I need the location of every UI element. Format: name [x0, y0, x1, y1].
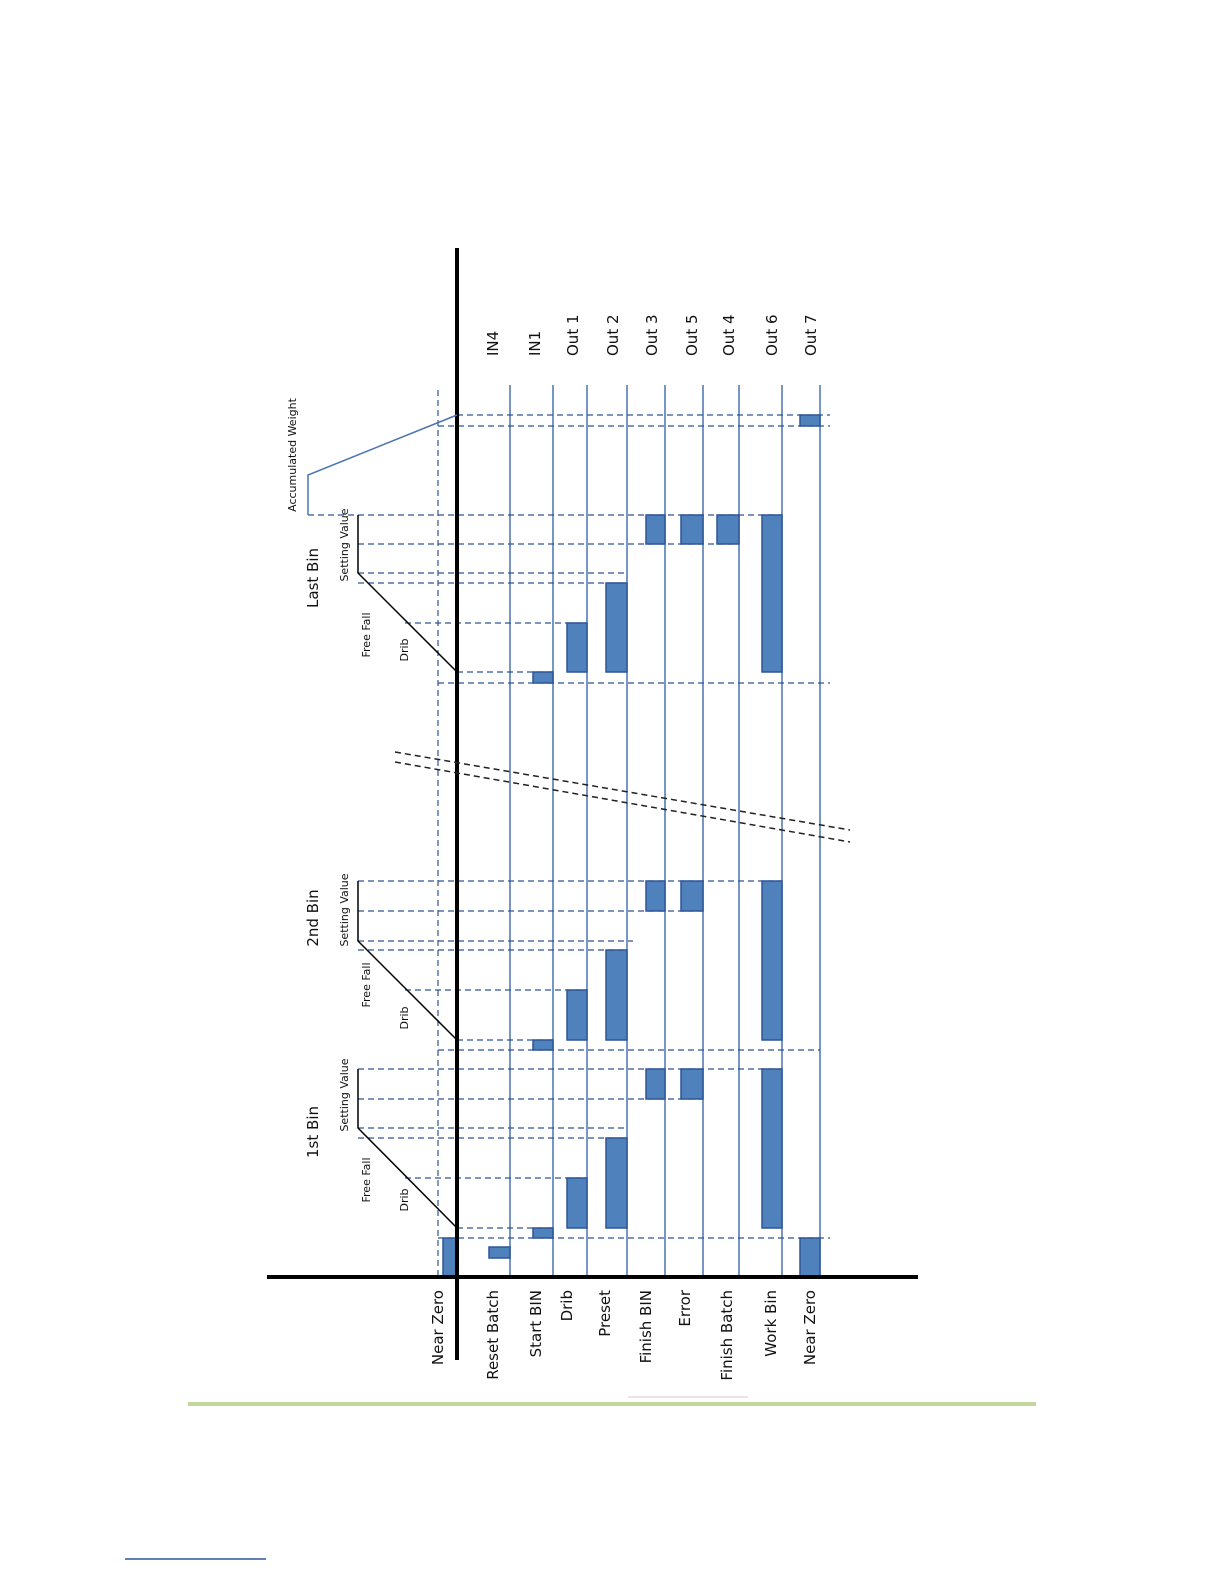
- free-fall-label: Free Fall: [360, 612, 373, 657]
- io-label: Out 3: [643, 314, 661, 356]
- signal-label: Finish BIN: [637, 1290, 655, 1363]
- signal-pulse: [605, 582, 628, 673]
- signal-pulse: [566, 622, 588, 673]
- signal-pulse: [680, 514, 704, 545]
- signal-pulse: [442, 1237, 458, 1278]
- setting-value-label: Setting Value: [338, 508, 351, 581]
- break-mark: [394, 761, 851, 843]
- signal-pulse: [566, 989, 588, 1041]
- diagram-lines: [308, 385, 830, 1278]
- io-label: Out 7: [802, 314, 820, 356]
- free-fall-label: Free Fall: [360, 1157, 373, 1202]
- signal-pulse: [761, 514, 783, 673]
- io-label: IN4: [484, 331, 502, 356]
- signal-pulse: [532, 1227, 554, 1239]
- signal-label: Near Zero: [801, 1290, 819, 1365]
- signal-label: Drib: [558, 1290, 576, 1321]
- free-fall-label: Free Fall: [360, 962, 373, 1007]
- signal-pulse: [532, 671, 554, 684]
- signal-pulse: [566, 1177, 588, 1229]
- bin-title: Last Bin: [304, 548, 322, 608]
- signal-label: Error: [676, 1289, 694, 1326]
- setting-value-label: Setting Value: [338, 1058, 351, 1131]
- weight-ramp: [357, 1069, 458, 1229]
- signal-pulse: [645, 1068, 666, 1100]
- bin-title: 2nd Bin: [304, 889, 322, 946]
- weight-ramp: [357, 881, 458, 1041]
- io-label: Out 1: [564, 314, 582, 356]
- signal-pulse: [680, 880, 704, 912]
- signal-pulse: [532, 1039, 554, 1051]
- signal-label: Start BIN: [527, 1290, 545, 1357]
- drib-label: Drib: [398, 1188, 411, 1211]
- signal-label: Finish Batch: [718, 1290, 736, 1381]
- signal-pulse: [605, 949, 628, 1041]
- signal-pulse: [799, 1237, 821, 1278]
- signal-pulse: [761, 1068, 783, 1229]
- signal-pulse: [488, 1246, 511, 1259]
- accumulated-weight-label: Accumulated Weight: [286, 397, 299, 511]
- drib-label: Drib: [398, 1006, 411, 1029]
- signal-pulse: [605, 1137, 628, 1229]
- signal-label: Preset: [596, 1290, 614, 1337]
- signal-label: Reset Batch: [484, 1290, 502, 1380]
- weight-ramp: [357, 515, 458, 673]
- accumulated-weight-line: [307, 414, 458, 515]
- io-label: Out 6: [763, 314, 781, 356]
- signal-pulse: [799, 414, 821, 427]
- setting-value-label: Setting Value: [338, 873, 351, 946]
- io-label: Out 5: [683, 314, 701, 356]
- signal-label: Work Bin: [762, 1290, 780, 1357]
- io-label: Out 2: [604, 314, 622, 356]
- io-label: IN1: [526, 331, 544, 356]
- signal-pulse: [645, 514, 666, 545]
- io-label: Out 4: [720, 314, 738, 356]
- signal-pulse: [680, 1068, 704, 1100]
- signal-label: Near Zero: [429, 1290, 447, 1365]
- signal-pulse: [716, 514, 740, 545]
- labels: Near Zero Reset Batch Start BIN Drib Preset F…: [304, 314, 820, 1380]
- signal-pulse: [645, 880, 666, 912]
- drib-label: Drib: [398, 638, 411, 661]
- bin-title: 1st Bin: [304, 1106, 322, 1158]
- break-mark: [394, 751, 851, 831]
- signal-pulse: [761, 880, 783, 1041]
